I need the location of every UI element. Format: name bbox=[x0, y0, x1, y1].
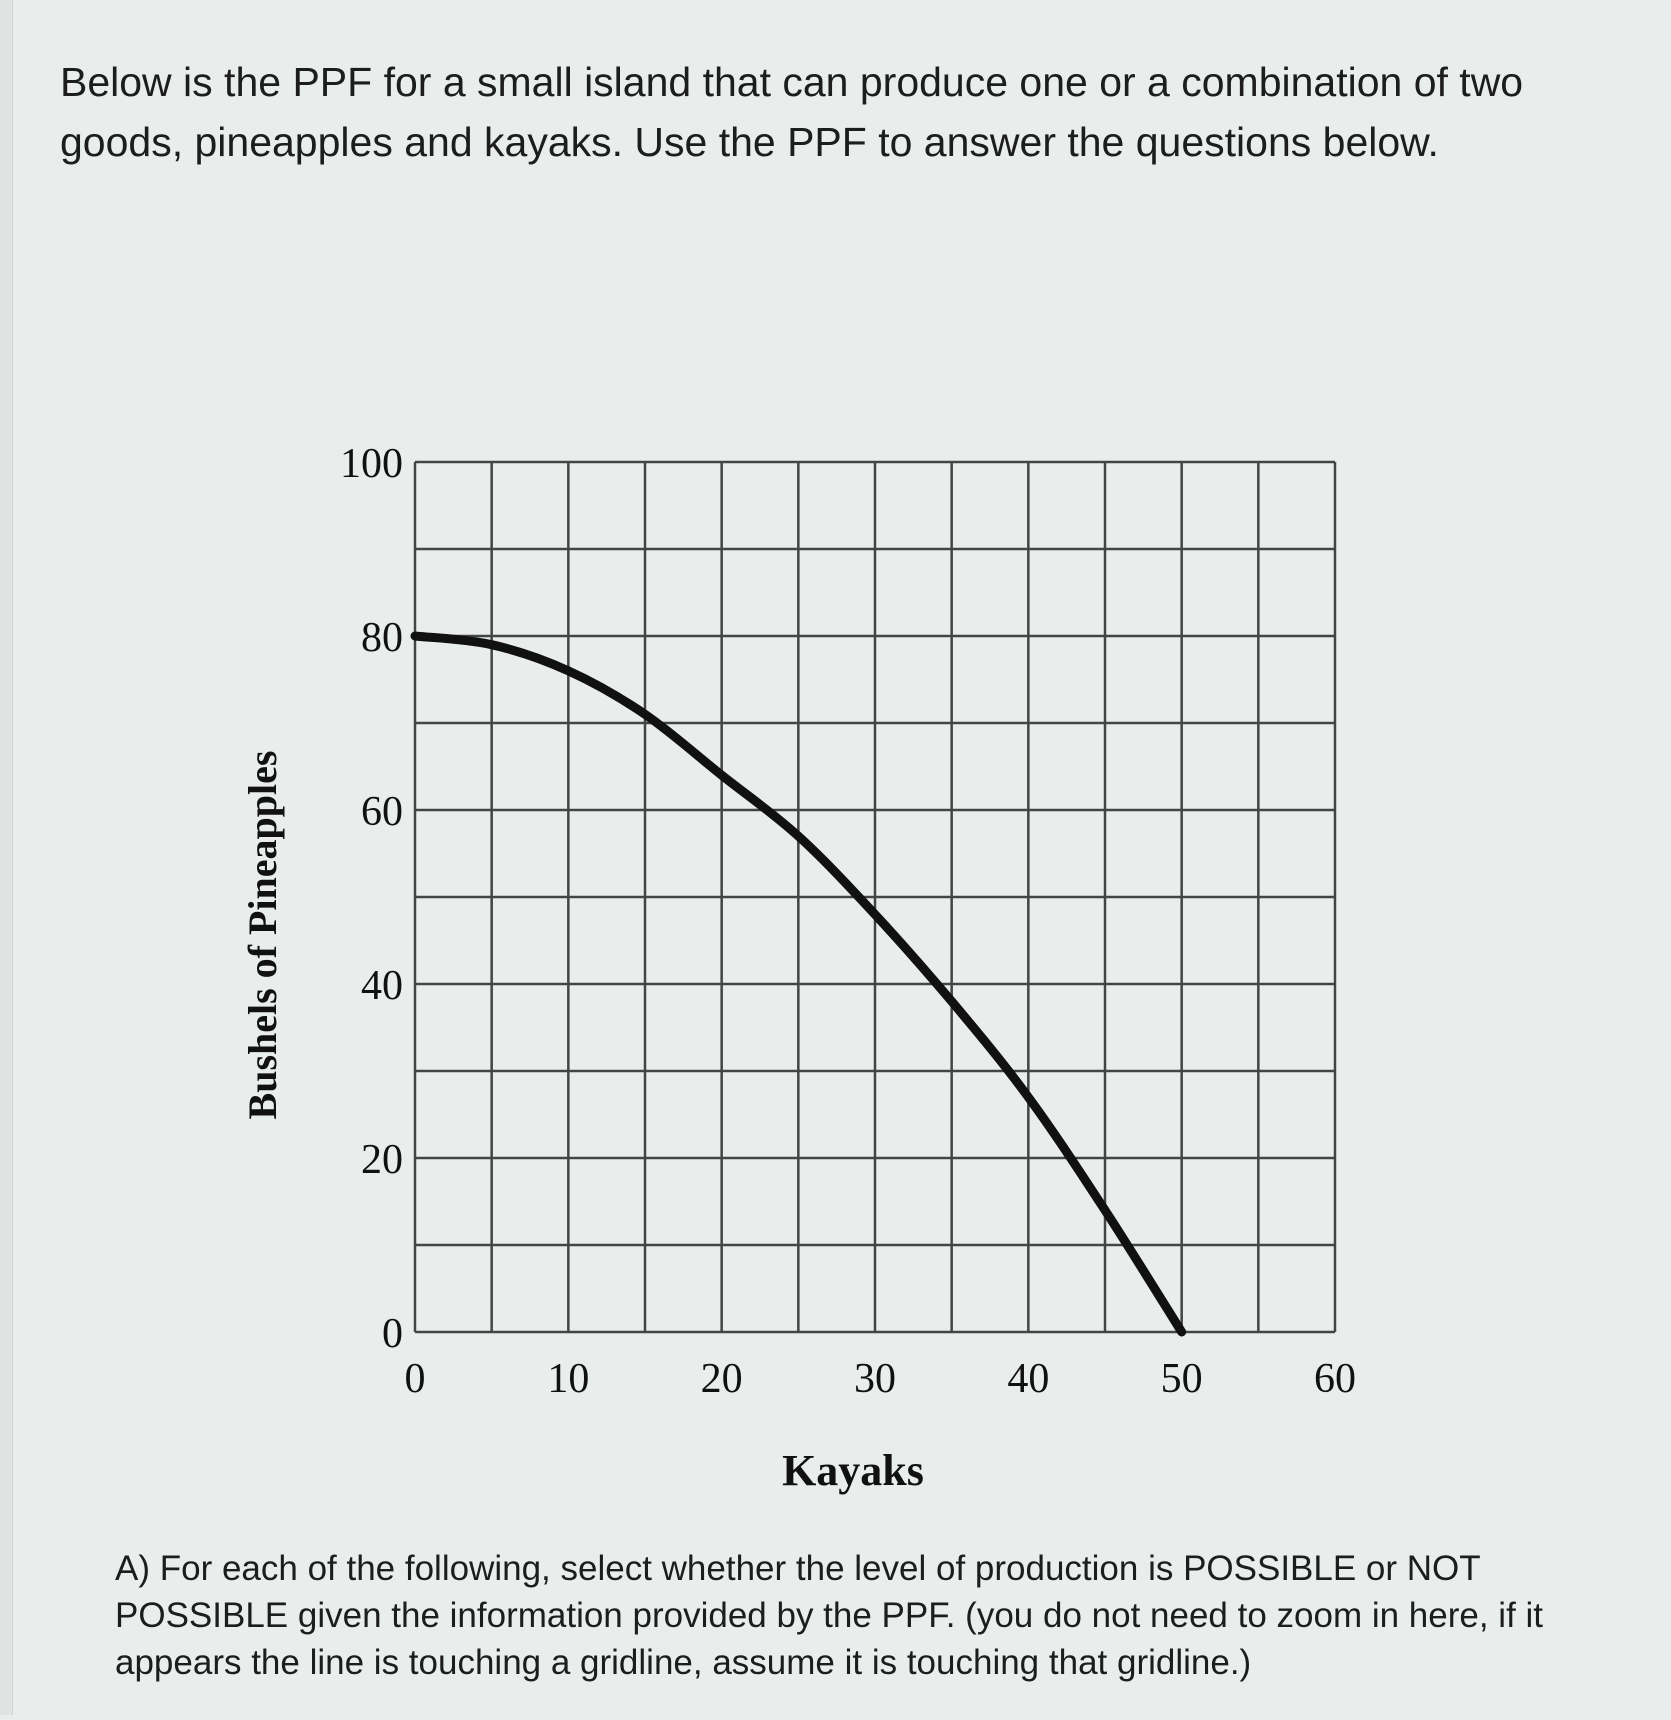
question-intro: Below is the PPF for a small island that… bbox=[60, 59, 1524, 165]
page-left-border bbox=[0, 0, 13, 1715]
y-tick-label: 60 bbox=[361, 789, 403, 835]
chart-tick-labels: 0 10 20 30 40 50 60 0 20 40 60 80 100 bbox=[340, 441, 1356, 1402]
x-tick-label: 60 bbox=[1314, 1356, 1356, 1402]
ppf-curve-layer bbox=[410, 631, 1187, 1337]
y-tick-label: 100 bbox=[340, 441, 403, 487]
chart-grid bbox=[413, 460, 1337, 1334]
question-part-a: A) For each of the following, select whe… bbox=[115, 1549, 1544, 1682]
y-tick-label: 80 bbox=[361, 615, 403, 661]
x-axis-label: Kayaks bbox=[782, 1446, 924, 1495]
y-tick-label: 0 bbox=[382, 1311, 403, 1357]
y-axis-label: Bushels of Pineapples bbox=[240, 751, 285, 1120]
y-tick-label: 20 bbox=[361, 1137, 403, 1183]
x-tick-label: 20 bbox=[701, 1356, 743, 1402]
ppf-curve bbox=[410, 631, 1187, 1337]
x-tick-label: 40 bbox=[1007, 1356, 1049, 1402]
x-tick-label: 30 bbox=[854, 1356, 896, 1402]
x-tick-label: 10 bbox=[547, 1356, 589, 1402]
y-tick-label: 40 bbox=[361, 963, 403, 1009]
x-tick-label: 50 bbox=[1161, 1356, 1203, 1402]
x-tick-label: 0 bbox=[405, 1356, 426, 1402]
